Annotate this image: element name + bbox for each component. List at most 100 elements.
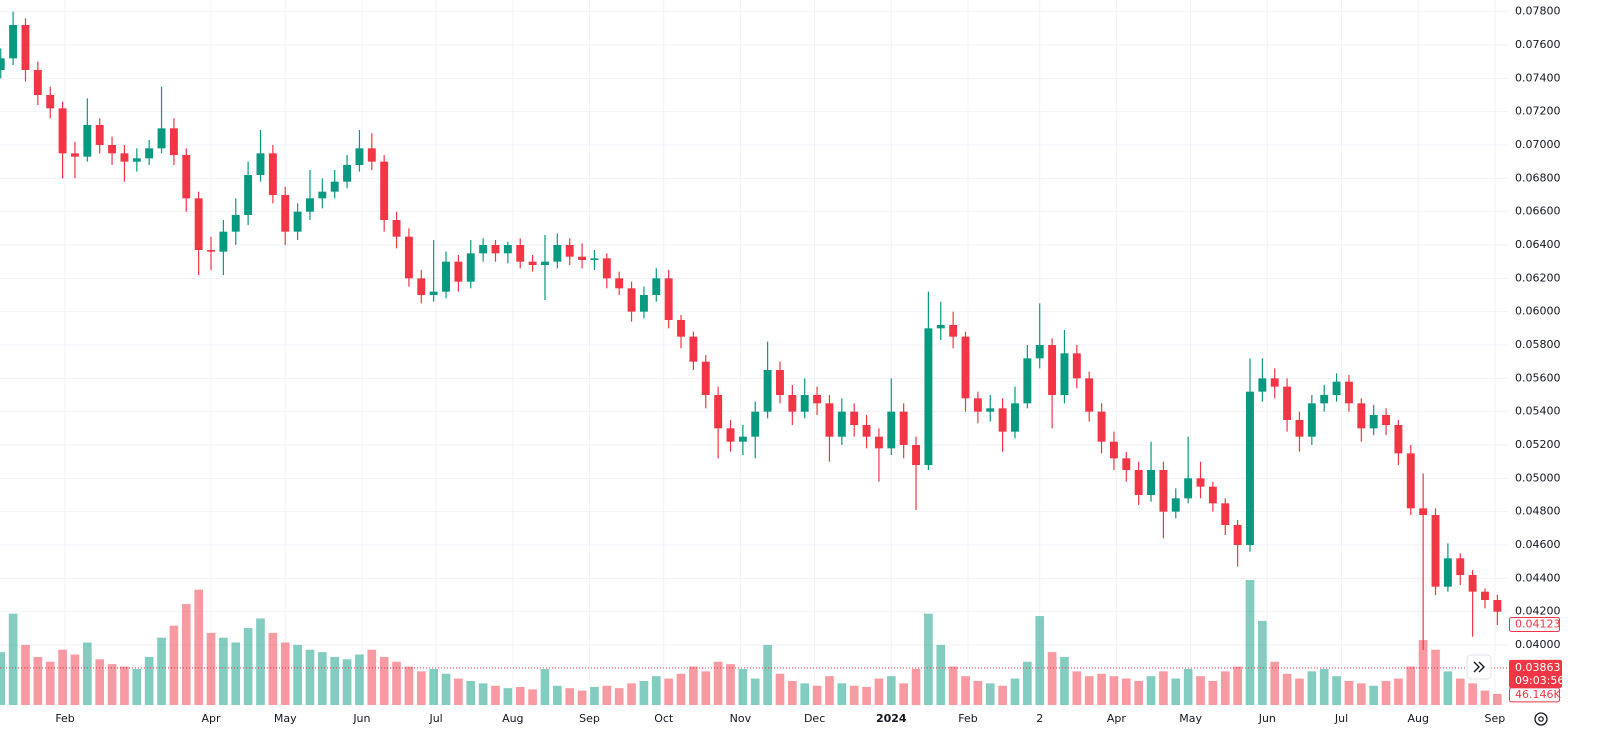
candle-body: [701, 361, 710, 395]
candle-body: [367, 148, 376, 162]
candle-body: [1011, 403, 1019, 432]
settings-button[interactable]: [1534, 712, 1548, 726]
volume-bar: [466, 680, 476, 705]
volume-bar: [577, 690, 587, 705]
candle-body: [1072, 353, 1081, 379]
volume-bar: [416, 671, 426, 705]
volume-bar: [701, 671, 711, 705]
settings-icon[interactable]: [1534, 712, 1548, 726]
candle-body: [639, 295, 648, 312]
scroll-icon[interactable]: [1473, 661, 1485, 673]
x-tick-label: Oct: [654, 712, 674, 725]
candle-body: [1122, 458, 1131, 470]
y-tick-label: 0.07600: [1515, 38, 1561, 51]
volume-bar: [565, 688, 575, 705]
volume-bar: [1455, 678, 1465, 705]
volume-bar: [355, 654, 364, 705]
candle-body: [1023, 358, 1032, 404]
candle-body: [132, 158, 141, 162]
x-tick-label: Sep: [579, 712, 600, 725]
last-price-box: [1509, 659, 1562, 688]
volume-bar: [194, 589, 203, 705]
candle-body: [553, 245, 562, 262]
candle-body: [924, 328, 933, 465]
volume-bar: [1431, 649, 1440, 705]
x-tick-label: 2024: [876, 712, 907, 725]
volume-bar: [491, 685, 500, 705]
volume-bar: [528, 689, 537, 705]
volume-bar: [1258, 620, 1267, 705]
volume-bar: [82, 642, 92, 705]
volume-bar: [379, 656, 389, 705]
volume-bar: [985, 683, 995, 705]
volume-bar: [763, 644, 772, 705]
volume-bar: [1109, 676, 1119, 705]
volume-bar: [590, 686, 599, 705]
volume-bar: [181, 604, 191, 705]
volume-bar: [1159, 671, 1168, 705]
axes: 0.04000 0.04200 0.04400 0.04600 0.04800 0.050…: [55, 5, 1560, 725]
y-tick-label: 0.06200: [1515, 271, 1561, 284]
volume-bar: [206, 632, 216, 705]
last-volume-label: 46.146K: [1515, 688, 1561, 701]
candle-body: [565, 245, 574, 257]
x-tick-label: 2: [1036, 712, 1043, 725]
volume-bar: [775, 673, 785, 705]
x-tick-label: May: [274, 712, 297, 725]
volume-bar: [936, 644, 946, 705]
volume-bar: [1233, 666, 1242, 705]
candle-body: [108, 145, 117, 154]
candle-body: [961, 336, 970, 399]
candle-body: [652, 278, 661, 295]
y-tick-label: 0.04000: [1515, 638, 1561, 651]
marker-price-box: [1509, 617, 1560, 632]
volume-bar: [1097, 673, 1106, 705]
volume-bar: [132, 668, 142, 705]
candle-body: [1332, 381, 1341, 395]
candle-body: [207, 250, 215, 252]
volume-bar: [1072, 671, 1082, 705]
candle-body: [491, 245, 500, 254]
candle-body: [157, 128, 166, 149]
candle-body: [306, 198, 314, 212]
volume-bar: [1356, 683, 1366, 705]
last-price-label: 0.03863: [1515, 661, 1561, 674]
candle-body: [392, 220, 401, 237]
candle-body: [1184, 478, 1193, 499]
y-tick-label: 0.05400: [1515, 405, 1561, 418]
candle-body: [1270, 378, 1279, 387]
x-tick-label: Nov: [730, 712, 752, 725]
volume-bar: [243, 628, 253, 705]
candle-body: [763, 370, 772, 412]
volume-bar: [1344, 680, 1354, 705]
y-tick-label: 0.05600: [1515, 371, 1561, 384]
volume-bar: [627, 683, 636, 705]
x-tick-label: Feb: [958, 712, 977, 725]
candle-body: [293, 211, 302, 232]
candle-body: [1357, 403, 1366, 429]
candle-body: [1419, 508, 1428, 515]
candle-body: [169, 128, 178, 155]
volume-bar: [1134, 680, 1143, 705]
y-tick-label: 0.05800: [1515, 338, 1561, 351]
volume-bar: [911, 668, 921, 705]
volume-bar: [1035, 616, 1045, 705]
candle-body: [998, 408, 1007, 432]
candle-body: [95, 125, 104, 145]
candle-body: [1109, 441, 1118, 459]
candle-body: [1320, 395, 1329, 404]
y-tick-label: 0.04600: [1515, 538, 1561, 551]
volume-bar: [280, 642, 290, 705]
volume-bar: [95, 659, 105, 705]
candle-body: [1221, 503, 1230, 525]
volume-bar: [1146, 676, 1156, 705]
candle-body: [949, 325, 958, 337]
candle-body: [120, 153, 129, 162]
candle-body: [380, 161, 389, 220]
settings-icon-center[interactable]: [1538, 716, 1544, 722]
y-tick-label: 0.06600: [1515, 205, 1561, 218]
scroll-button[interactable]: [1466, 654, 1492, 680]
volume-bar: [1270, 661, 1280, 705]
candle-body: [46, 95, 55, 109]
